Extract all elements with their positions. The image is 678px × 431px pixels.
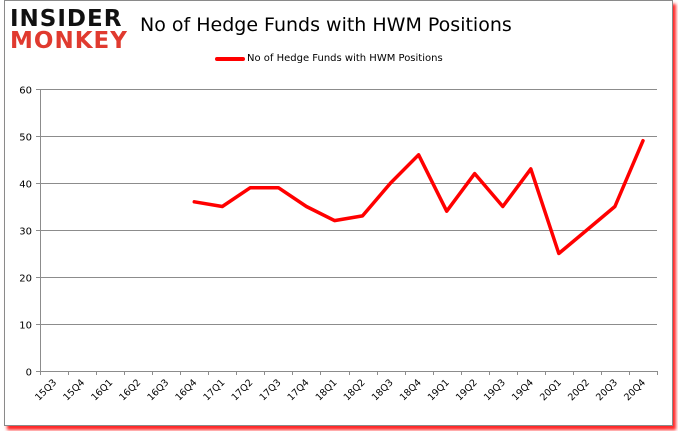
x-tick-label: 19Q4 [510,377,536,403]
x-tick-label: 18Q4 [398,377,424,403]
x-tick-label: 17Q3 [258,377,284,403]
x-tick-label: 19Q2 [454,377,480,403]
gridlines [40,89,657,325]
legend-line-swatch [215,56,245,61]
axes [36,89,658,375]
y-tick-label: 60 [19,86,32,97]
insider-monkey-logo: INSIDER MONKEY [10,8,130,56]
x-tick-label: 17Q4 [286,377,312,403]
y-tick-label: 30 [19,227,32,238]
x-tick-label: 16Q1 [89,377,115,403]
x-tick-label: 17Q2 [230,377,256,403]
y-tick-label: 0 [26,368,32,379]
legend-label: No of Hedge Funds with HWM Positions [247,53,443,64]
y-axis-ticks: 0 10 20 30 40 50 60 [19,86,32,379]
series-line [192,138,645,256]
x-tick-label: 20Q1 [538,377,564,403]
x-tick-label: 17Q1 [202,377,228,403]
chart-title: No of Hedge Funds with HWM Positions [140,14,512,36]
x-tick-label: 20Q4 [622,377,648,403]
logo-line-2: MONKEY [10,28,128,54]
x-tick-label: 18Q2 [342,377,368,403]
x-axis-ticks: 15Q3 15Q4 16Q1 16Q2 16Q3 16Q4 17Q1 17Q2 17Q3 17Q4… [33,377,648,403]
chart-frame [4,0,673,426]
x-tick-label: 16Q2 [117,377,143,403]
y-tick-label: 10 [19,321,32,332]
x-tick-label: 20Q2 [566,377,592,403]
y-tick-label: 20 [19,274,32,285]
y-tick-label: 50 [19,133,32,144]
x-tick-label: 20Q3 [594,377,620,403]
logo-line-1: INSIDER [10,6,123,32]
x-tick-label: 16Q4 [173,377,199,403]
chart-legend: No of Hedge Funds with HWM Positions [215,53,443,64]
x-tick-label: 18Q1 [314,377,340,403]
x-tick-label: 19Q3 [482,377,508,403]
x-tick-label: 18Q3 [370,377,396,403]
x-tick-label: 16Q3 [145,377,171,403]
x-tick-label: 15Q4 [61,377,87,403]
x-tick-label: 15Q3 [33,377,59,403]
x-tick-label: 19Q1 [426,377,452,403]
y-tick-label: 40 [19,180,32,191]
